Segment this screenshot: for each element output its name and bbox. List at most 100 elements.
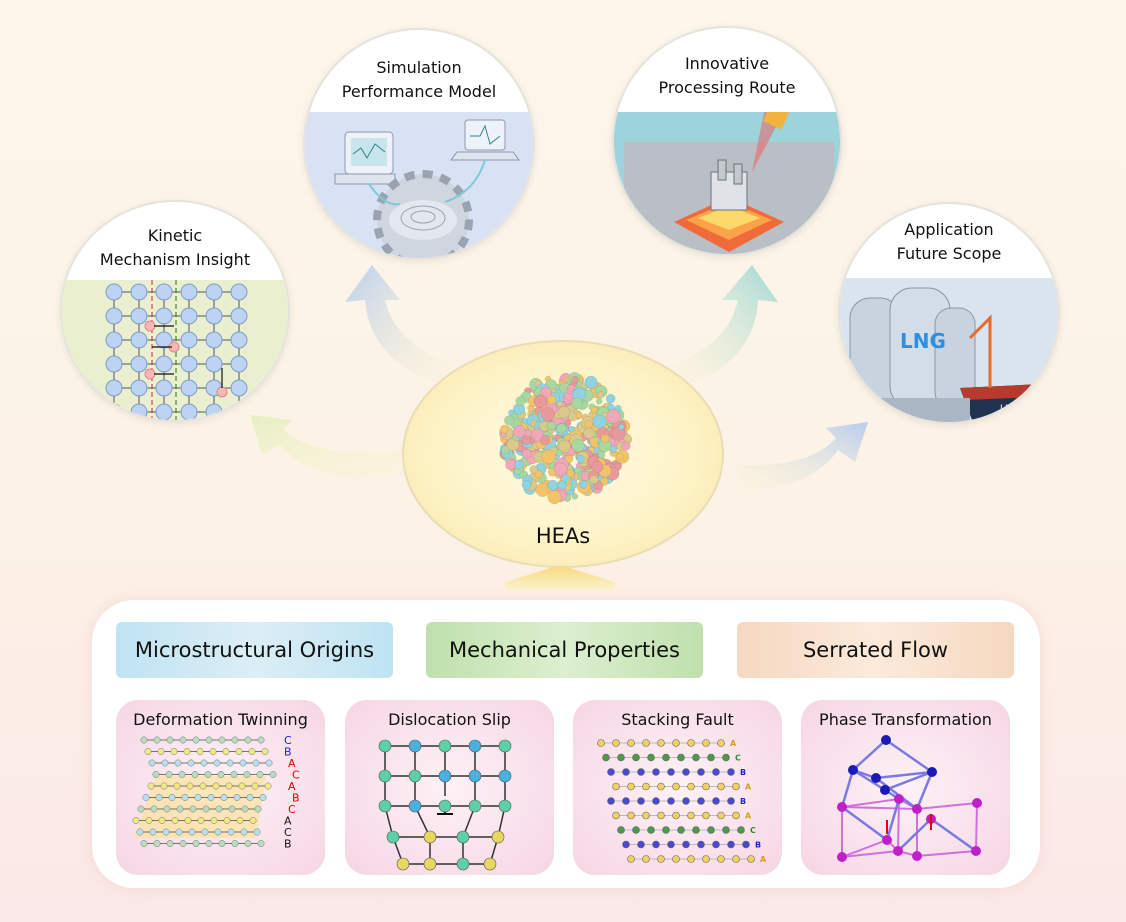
atom — [231, 840, 239, 847]
atom — [205, 840, 213, 847]
alloy-atom — [574, 466, 582, 474]
fcc-bond — [841, 850, 899, 858]
atom — [264, 782, 272, 790]
atom — [223, 817, 231, 824]
atom — [712, 768, 720, 776]
twin-region — [134, 776, 266, 838]
atom — [239, 759, 247, 767]
atom — [155, 283, 173, 301]
computer-gear-illustration — [305, 112, 533, 258]
atom — [249, 817, 257, 824]
atom — [386, 830, 400, 844]
atom — [170, 748, 178, 755]
atom — [657, 811, 665, 820]
atom — [717, 782, 725, 791]
atom — [617, 753, 625, 762]
atom — [166, 736, 174, 744]
fcc-bond — [841, 839, 888, 858]
atom — [226, 759, 234, 767]
atom — [612, 739, 620, 747]
atom — [677, 826, 685, 834]
atom — [498, 769, 512, 783]
atom — [205, 736, 213, 744]
atom — [175, 828, 183, 836]
atom — [254, 805, 262, 813]
atom — [189, 805, 197, 813]
atom — [240, 828, 248, 836]
atom — [209, 748, 217, 755]
atom — [207, 794, 215, 801]
atom — [408, 769, 422, 783]
atom — [230, 403, 248, 420]
atom — [163, 805, 171, 813]
atom — [183, 748, 191, 755]
lng-logo-text: LNG — [900, 329, 946, 353]
atom — [702, 782, 710, 791]
vacancy-atom — [144, 320, 156, 332]
bond — [915, 771, 934, 810]
category-microstructural-origins: Microstructural Origins — [116, 622, 393, 678]
alloy-atom — [616, 452, 624, 461]
stacking-label: C — [288, 803, 296, 816]
phase-transformation-diagram — [837, 735, 982, 862]
atom — [468, 799, 482, 813]
atom — [155, 379, 173, 397]
laptop-icon — [450, 119, 520, 161]
atom — [180, 379, 198, 397]
atom — [612, 811, 620, 820]
atom — [155, 331, 173, 349]
atom — [196, 748, 204, 755]
stacking-label: C — [735, 754, 741, 763]
alloy-atom — [521, 480, 532, 490]
node-title-line: Innovative — [684, 54, 770, 73]
atom — [257, 840, 265, 847]
atom — [214, 828, 222, 836]
stacking-label: A — [760, 855, 767, 864]
bcc-atom — [848, 765, 858, 775]
atom — [230, 771, 238, 778]
atom — [150, 805, 158, 813]
atom — [732, 855, 740, 863]
atom — [408, 739, 422, 753]
atom — [205, 331, 223, 349]
alloy-atom — [556, 423, 567, 434]
atom — [687, 855, 695, 863]
atom — [597, 739, 605, 747]
atom — [667, 768, 675, 776]
atom — [261, 748, 269, 755]
bcc-bond — [875, 770, 933, 780]
alloy-atom — [606, 409, 621, 424]
atom — [438, 799, 452, 813]
atom — [205, 355, 223, 373]
atom — [483, 857, 497, 871]
atom — [165, 771, 173, 778]
atom — [491, 830, 505, 844]
atom — [657, 739, 665, 747]
atom — [105, 331, 123, 349]
atom — [702, 739, 710, 747]
alloy-atom — [605, 393, 616, 404]
atom — [144, 748, 152, 755]
atom — [238, 782, 246, 790]
atom — [136, 828, 144, 836]
stacking-label: A — [730, 739, 737, 748]
alloy-atom — [557, 406, 571, 419]
atom — [632, 826, 640, 834]
atom — [672, 782, 680, 791]
atom — [637, 840, 645, 849]
atom — [652, 797, 660, 805]
bond — [885, 798, 901, 841]
atom — [179, 736, 187, 744]
atom — [231, 736, 239, 744]
atom — [230, 307, 248, 325]
atom — [178, 771, 186, 778]
stacking-label: C — [284, 734, 292, 747]
node-title-line: Future Scope — [896, 244, 1002, 263]
alloy-atom — [568, 425, 575, 433]
atom — [105, 403, 123, 420]
atom — [192, 840, 200, 847]
